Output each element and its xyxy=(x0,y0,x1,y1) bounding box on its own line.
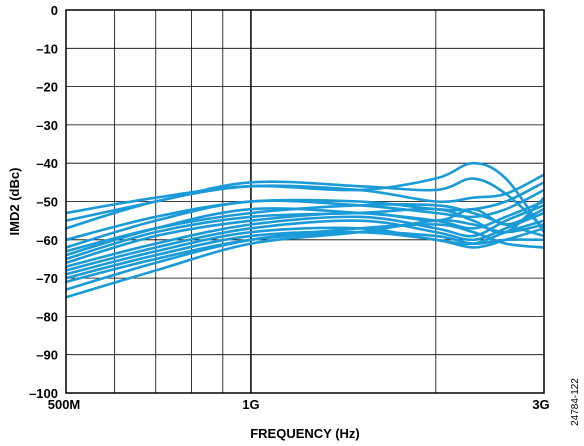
y-tick-label: –70 xyxy=(36,271,58,286)
y-tick-label: –30 xyxy=(36,118,58,133)
x-axis-title: FREQUENCY (Hz) xyxy=(250,426,360,441)
series-line xyxy=(65,181,545,242)
series-line xyxy=(65,196,545,261)
y-tick-label: –40 xyxy=(36,156,58,171)
series-line xyxy=(65,161,546,233)
figure-id: 24784-122 xyxy=(570,378,581,426)
y-tick-label: –90 xyxy=(36,348,58,363)
series-line xyxy=(65,203,545,253)
y-tick-label: –20 xyxy=(36,80,58,95)
plot-frame xyxy=(65,9,545,394)
y-tick-labels: 0 –10 –20 –30 –40 –50 –60 –70 –80 –90 –100 xyxy=(29,3,58,401)
y-tick-label: –10 xyxy=(36,41,58,56)
y-tick-label: –50 xyxy=(36,195,58,210)
y-tick-label: –80 xyxy=(36,309,58,324)
y-axis-title: IMD2 (dBc) xyxy=(7,168,22,236)
series-line xyxy=(65,219,545,276)
series-line xyxy=(65,173,545,230)
series-lines xyxy=(65,161,546,299)
x-tick-label: 3G xyxy=(532,397,549,412)
y-tick-label: 0 xyxy=(51,3,58,18)
y-tick-label: –100 xyxy=(29,386,58,401)
series-line xyxy=(65,204,545,268)
series-line xyxy=(65,223,545,291)
x-tick-labels: 500M 1G 3G xyxy=(48,397,550,412)
x-tick-label: 500M xyxy=(48,397,81,412)
x-tick-label: 1G xyxy=(242,397,259,412)
y-tick-label: –60 xyxy=(36,233,58,248)
